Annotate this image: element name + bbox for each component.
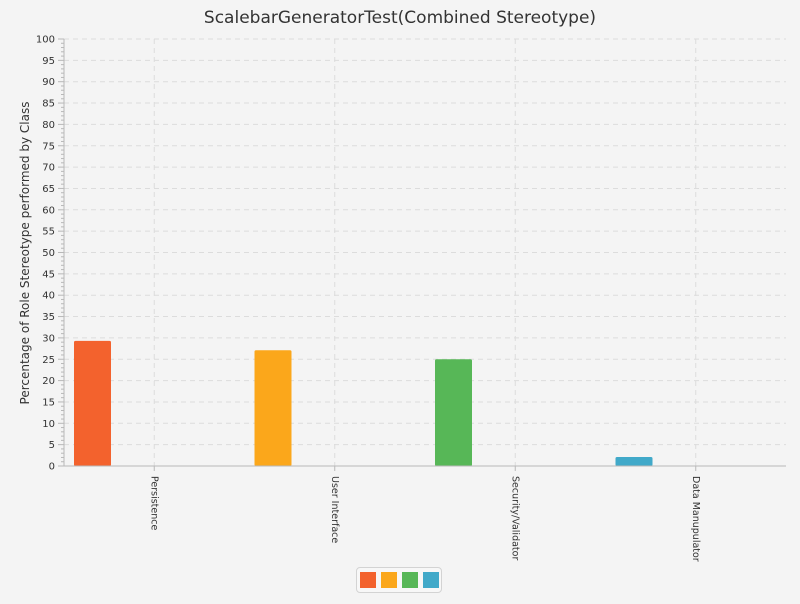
legend [356, 567, 442, 593]
bar-data-manupulator [615, 457, 653, 466]
bar-user-interface [254, 350, 292, 466]
y-tick-label: 5 [49, 440, 55, 451]
y-tick-label: 20 [42, 376, 55, 387]
x-category-label: Data Manupulator [690, 476, 701, 562]
y-tick-label: 35 [42, 312, 55, 323]
y-tick-label: 0 [49, 462, 55, 473]
y-tick-label: 25 [42, 355, 55, 366]
x-category-label: Security/Validator [509, 476, 520, 560]
legend-swatch [380, 572, 397, 588]
y-tick-label: 15 [42, 397, 55, 408]
y-tick-label: 50 [42, 248, 55, 259]
y-tick-label: 40 [42, 291, 55, 302]
legend-swatch [359, 572, 376, 588]
y-tick-label: 70 [42, 163, 55, 174]
chart-title: ScalebarGeneratorTest(Combined Stereotyp… [204, 8, 596, 28]
y-tick-label: 45 [42, 269, 55, 280]
y-tick-label: 30 [42, 333, 55, 344]
y-tick-label: 60 [42, 205, 55, 216]
axes: 0 5 10 15 20 25 30 35 40 45 50 55 60 65 70 75 80 85 90 95 10… [36, 35, 786, 562]
legend-swatch [422, 572, 439, 588]
y-tick-label: 75 [42, 141, 55, 152]
bar-persistence [74, 340, 111, 466]
y-tick-label: 95 [42, 56, 55, 67]
grid [64, 38, 786, 466]
x-category-label: Persistence [148, 476, 159, 530]
y-tick-label: 85 [42, 99, 55, 110]
bar-security-validator [435, 359, 472, 466]
y-tick-label: 55 [42, 227, 55, 238]
y-tick-label: 90 [42, 77, 55, 88]
legend-swatch [401, 572, 418, 588]
y-tick-label: 80 [42, 120, 55, 131]
y-tick-label: 10 [42, 419, 55, 430]
bars [74, 340, 653, 466]
x-category-label: User Interface [329, 476, 340, 543]
y-tick-label: 100 [36, 35, 55, 46]
y-tick-label: 65 [42, 184, 55, 195]
y-axis-label: Percentage of Role Stereotype performed … [18, 102, 32, 405]
